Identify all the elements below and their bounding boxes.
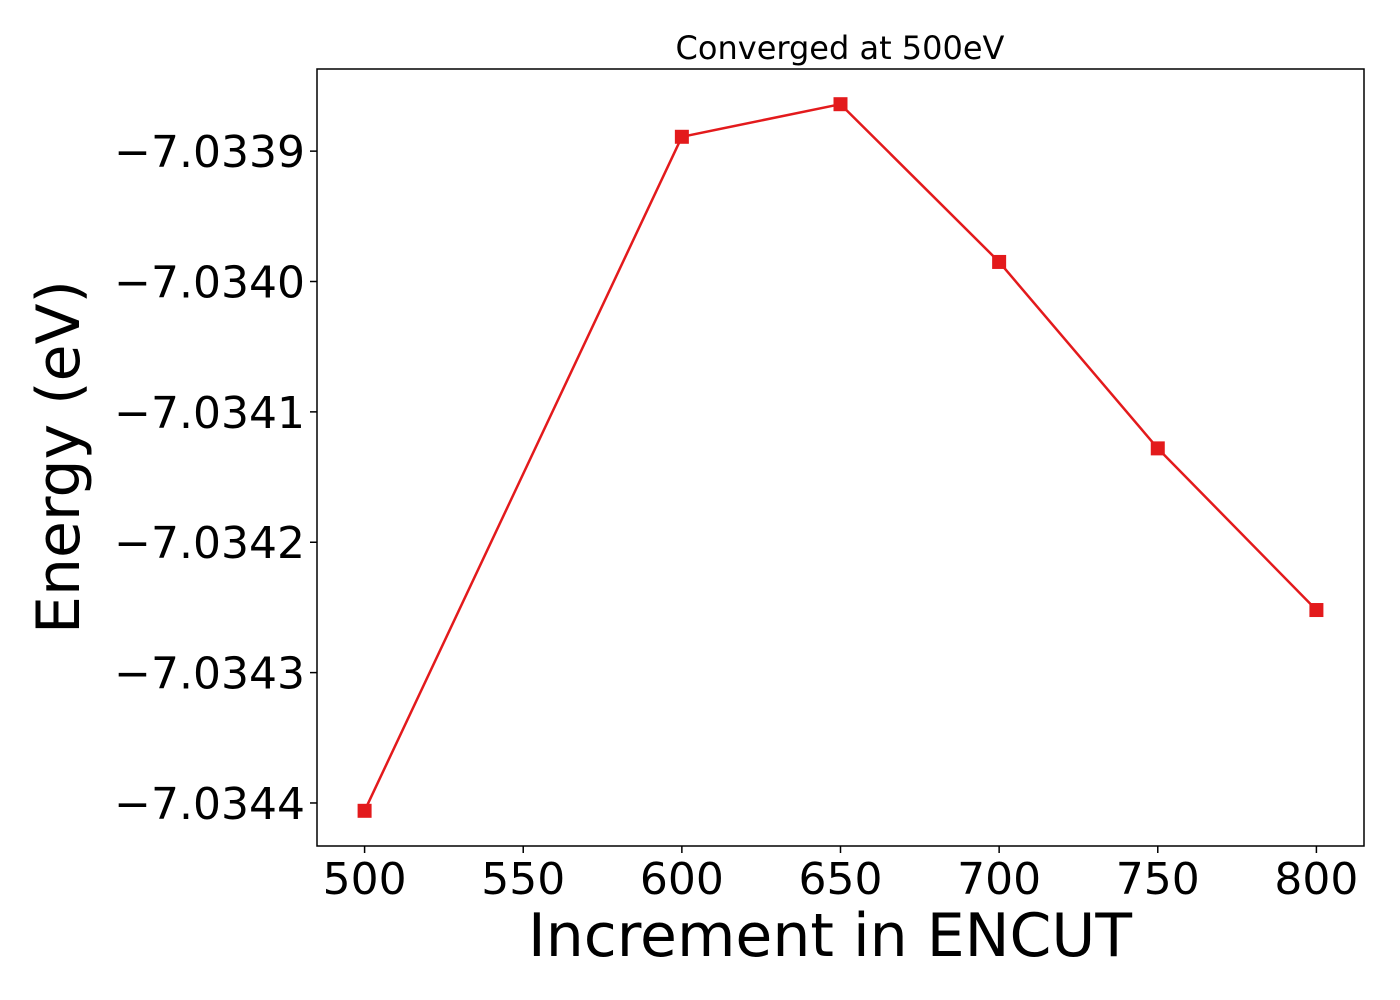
- x-tick-label: 650: [799, 854, 883, 905]
- y-tick-label: −7.0340: [114, 258, 305, 309]
- y-tick-label: −7.0343: [114, 649, 305, 700]
- data-point-marker: [992, 254, 1007, 269]
- y-axis-label: Energy (eV): [24, 280, 94, 634]
- x-tick-label: 600: [640, 854, 724, 905]
- data-point-marker: [1309, 603, 1324, 618]
- series-line: [363, 102, 1318, 812]
- x-tick-label: 800: [1274, 854, 1358, 905]
- y-tick-label: −7.0344: [114, 779, 305, 830]
- x-axis: 500 550 600 650 700 750 800: [323, 846, 1358, 905]
- plot-area: [316, 68, 1365, 847]
- series-layer: [357, 97, 1324, 818]
- chart-title: Converged at 500eV: [676, 29, 1005, 67]
- y-axis: −7.0339 −7.0340 −7.0341 −7.0342 −7.0343 −7.03…: [114, 127, 317, 830]
- data-point-marker: [833, 97, 848, 112]
- data-point-marker: [357, 803, 372, 818]
- x-tick-label: 700: [957, 854, 1041, 905]
- x-tick-label: 500: [323, 854, 407, 905]
- y-tick-label: −7.0342: [114, 518, 305, 569]
- data-point-marker: [1150, 441, 1165, 456]
- data-point-marker: [674, 129, 689, 144]
- x-tick-label: 750: [1116, 854, 1200, 905]
- x-axis-label: Increment in ENCUT: [528, 901, 1132, 971]
- y-tick-label: −7.0339: [114, 127, 305, 178]
- y-tick-label: −7.0341: [114, 388, 305, 439]
- x-tick-label: 550: [481, 854, 565, 905]
